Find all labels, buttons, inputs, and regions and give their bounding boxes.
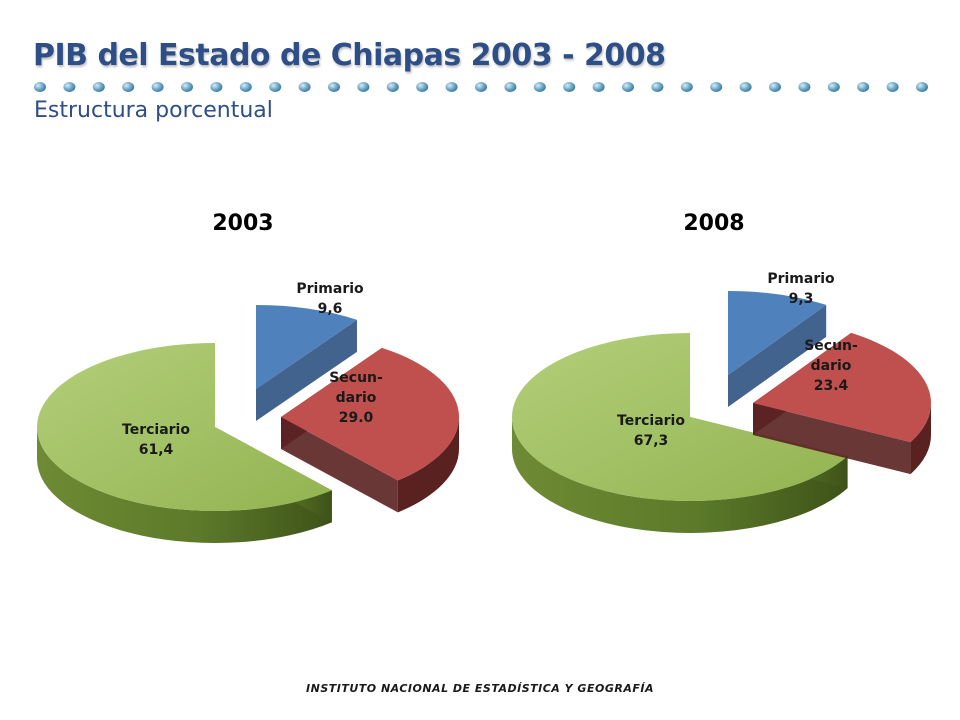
data-label-terciario: Terciario 67,3 <box>617 413 685 449</box>
data-label-secundario: Secun-dario 29.0 <box>329 370 383 426</box>
slice-primario <box>256 305 357 421</box>
slice-terciario <box>512 333 848 534</box>
divider-dot <box>739 82 752 92</box>
divider-dot <box>386 82 399 92</box>
page-title: PIB del Estado de Chiapas 2003 - 2008 <box>33 38 666 73</box>
divider-dot <box>622 82 634 92</box>
data-label-primario: Primario 9,3 <box>767 271 835 307</box>
divider-dot <box>710 82 723 92</box>
divider-dot <box>769 82 781 92</box>
slice-top <box>512 333 848 502</box>
slice-top <box>753 332 932 443</box>
data-label-secundario: Secun-dario 23.4 <box>804 338 858 394</box>
divider-dot <box>122 82 135 92</box>
slice-secundario <box>281 347 459 513</box>
divider-dot <box>680 82 693 92</box>
divider-dot <box>416 82 429 92</box>
divider-dot <box>916 82 928 92</box>
divider-dot <box>298 82 311 92</box>
divider-dot <box>151 82 164 92</box>
slice-top <box>728 291 827 375</box>
slice-side <box>37 427 332 543</box>
data-label-terciario: Terciario 61,4 <box>122 422 190 458</box>
divider-dot <box>239 82 252 92</box>
divider-dot <box>63 82 76 92</box>
divider-dot <box>357 82 370 92</box>
data-label-primario: Primario 9,6 <box>296 281 364 317</box>
divider-dot <box>445 82 458 92</box>
divider-dot <box>827 82 840 92</box>
divider-dot <box>328 82 340 92</box>
chart-title: 2003 <box>212 211 273 236</box>
slice-edge <box>728 304 827 407</box>
dotted-divider <box>34 82 928 92</box>
slice-edge <box>256 319 357 421</box>
divider-dot <box>475 82 487 92</box>
divider-dot <box>269 82 282 92</box>
divider-dot <box>533 82 546 92</box>
pie-chart-2003: 2003 Primario 9,6 Secun-dario 29.0 Terciario 6… <box>37 211 459 543</box>
divider-dot <box>857 82 870 92</box>
divider-dot <box>181 82 193 92</box>
slice-top <box>256 305 357 389</box>
divider-dot <box>592 82 605 92</box>
divider-dot <box>210 82 223 92</box>
divider-dot <box>886 82 899 92</box>
slice-secundario <box>753 332 932 475</box>
slice-side <box>910 403 931 475</box>
footer-institution: INSTITUTO NACIONAL DE ESTADÍSTICA Y GEOG… <box>306 682 654 695</box>
slice-side <box>512 417 848 534</box>
divider-dot <box>504 82 517 92</box>
slice-edge <box>281 417 398 513</box>
page-subtitle: Estructura porcentual <box>34 98 273 123</box>
slice-edge <box>753 403 911 475</box>
chart-title: 2008 <box>683 211 744 236</box>
divider-dot <box>798 82 811 92</box>
pie-chart-2008: 2008 Primario 9,3 Secun-dario 23.4 Terciario 6… <box>512 211 932 534</box>
divider-dot <box>34 82 46 92</box>
divider-dot <box>92 82 105 92</box>
slice-terciario <box>37 343 332 543</box>
divider-dot <box>651 82 664 92</box>
slice-top <box>37 343 332 511</box>
slice-side <box>397 417 459 513</box>
divider-dot <box>563 82 576 92</box>
slice-top <box>281 347 459 481</box>
slice-primario <box>728 291 827 407</box>
